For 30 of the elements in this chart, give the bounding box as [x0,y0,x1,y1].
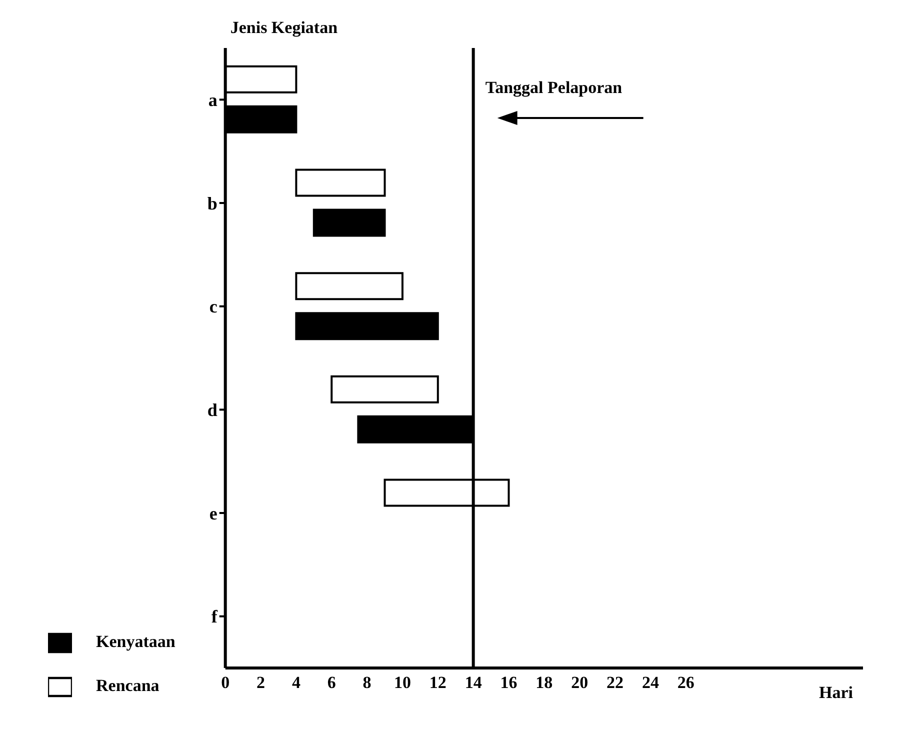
x-tick-label: 16 [500,673,518,692]
x-axis-title: Hari [819,683,854,702]
y-axis-title: Jenis Kegiatan [230,18,338,37]
y-tick-label: f [211,606,218,627]
x-tick-label: 8 [362,673,372,692]
bar [295,312,439,340]
y-tick-label: d [207,400,218,420]
legend-label: Rencana [96,676,160,695]
bar [295,272,404,300]
x-tick-label: 22 [606,673,624,692]
x-tick-label: 10 [394,673,411,692]
ref-line-label: Tanggal Pelaporan [485,78,623,97]
x-tick-label: 18 [536,673,553,692]
y-tick-label: a [208,90,218,110]
x-tick-label: 26 [677,673,694,692]
y-tick-label: c [209,296,218,317]
x-tick-label: 6 [327,673,336,692]
y-tick-label: e [209,503,218,524]
x-tick-label: 12 [429,673,446,692]
legend-label: Kenyataan [96,632,176,651]
x-tick-label: 4 [292,673,301,692]
y-tick-label: b [207,193,218,214]
bar [312,208,386,237]
x-tick-label: 20 [571,673,588,692]
bar [330,375,439,404]
x-tick-label: 2 [256,673,266,692]
x-tick-label: 24 [642,673,660,692]
bar [295,168,386,197]
x-tick-label: 14 [464,673,482,692]
x-tick-label: 0 [221,673,230,692]
